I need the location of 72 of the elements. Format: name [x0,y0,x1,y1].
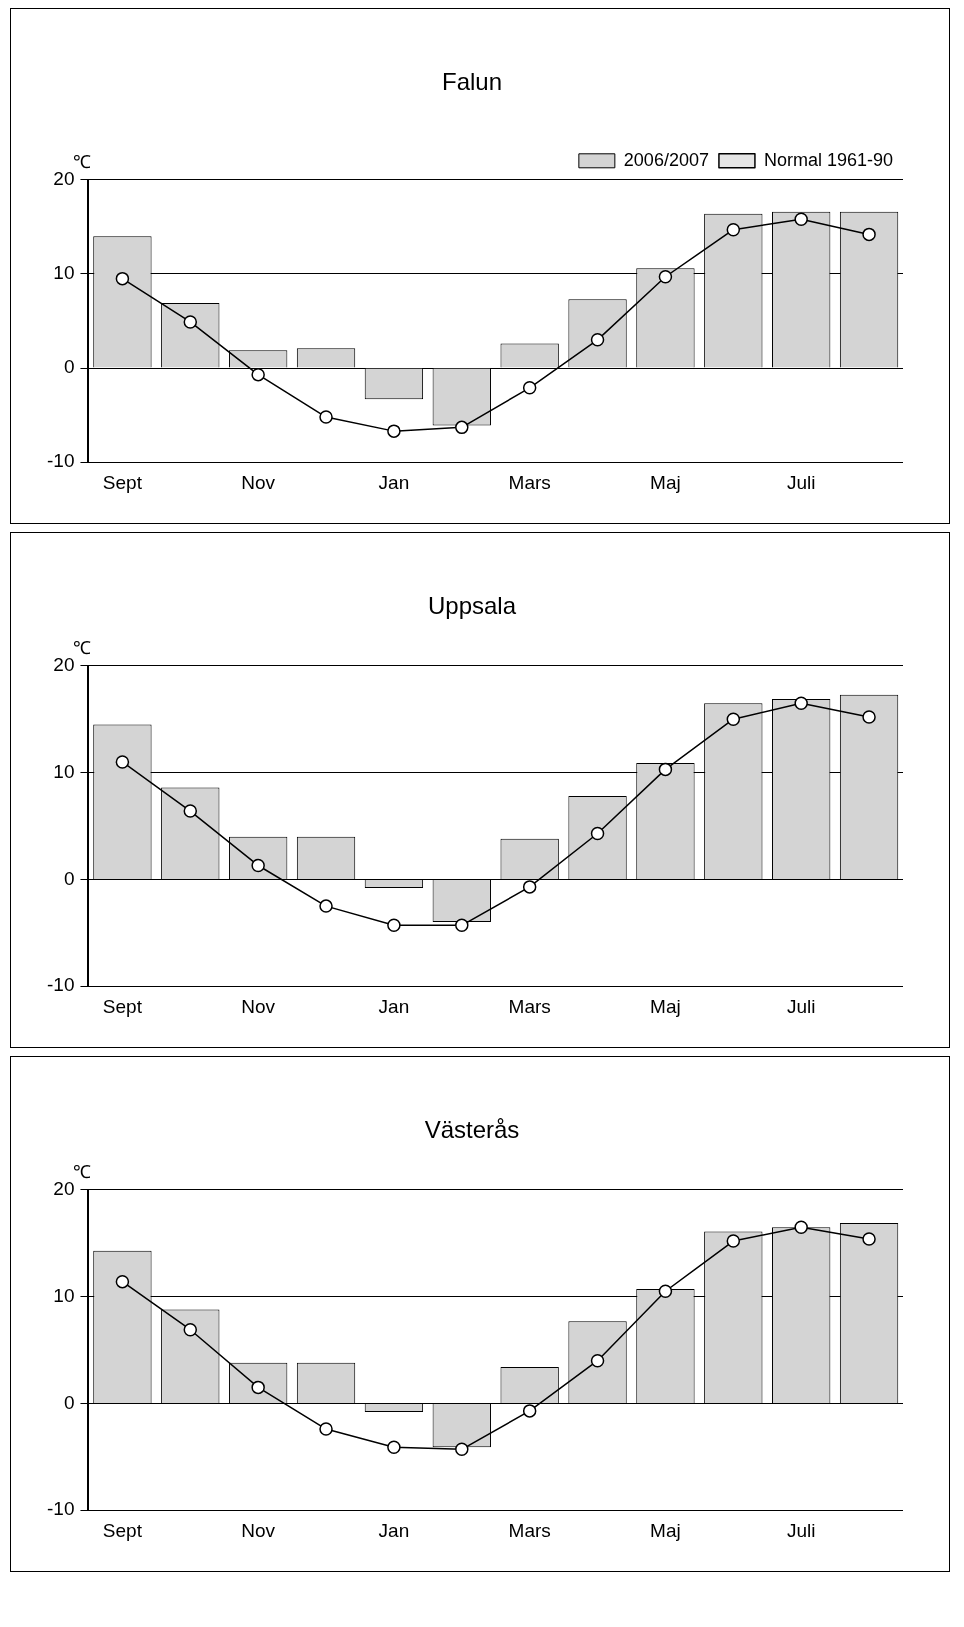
point [658,270,673,284]
x-tick-label: Juli [786,1519,816,1541]
x-tick-label: Mars [508,471,551,493]
point [726,222,741,237]
point [726,1234,741,1248]
x-tick-label: Jan [378,471,410,493]
y-axis-title: ℃ [73,151,92,172]
y-tick-label: 10 [53,262,75,284]
x-tick-label: Jan [378,1519,410,1541]
y-tick-label: 20 [53,654,75,676]
y-axis-title: ℃ [73,637,92,658]
point [522,381,537,395]
legend-label: Normal 1961-90 [763,149,894,170]
point [658,762,673,777]
point [319,410,333,424]
point [387,918,401,933]
point [115,755,130,769]
point [183,1322,198,1337]
point [319,899,333,913]
y-tick-label: -10 [46,974,75,996]
y-tick-label: -10 [46,1498,75,1520]
x-tick-label: Maj [650,995,681,1017]
point [387,1440,401,1454]
point [455,1442,469,1457]
y-tick-label: 10 [53,1284,75,1306]
x-tick-label: Maj [650,1519,681,1541]
point [115,271,130,286]
point [387,424,401,438]
point [726,712,741,726]
point [590,1353,605,1368]
x-tick-label: Juli [786,995,816,1017]
point [183,804,198,818]
y-tick-label: 10 [53,760,75,782]
legend-label: 2006/2007 [623,149,709,170]
point [590,333,605,347]
x-tick-label: Maj [650,471,681,493]
x-tick-label: Sept [102,995,143,1017]
x-tick-label: Sept [102,1519,143,1541]
point [658,1284,673,1299]
point [455,420,469,435]
x-tick-label: Nov [241,471,276,493]
x-tick-label: Nov [241,1519,276,1541]
point [590,826,605,841]
point [251,367,265,382]
x-tick-label: Mars [508,995,551,1017]
point [115,1274,130,1289]
x-tick-label: Mars [508,1519,551,1541]
point [862,227,876,242]
point [522,1404,537,1418]
y-axis-title: ℃ [73,1161,92,1182]
y-tick-label: 0 [63,867,75,889]
y-tick-label: 0 [63,356,75,378]
x-tick-label: Sept [102,471,143,493]
y-tick-label: 0 [63,1391,75,1413]
chart-title: Falun [441,68,503,96]
y-tick-label: 20 [53,1178,75,1200]
x-tick-label: Jan [378,995,410,1017]
point [794,1220,808,1234]
y-tick-label: 20 [53,168,75,190]
chart-title: Uppsala [427,592,517,620]
chart-title: Västerås [424,1116,520,1144]
point [319,1422,333,1436]
point [862,1232,876,1246]
point [183,315,198,329]
y-tick-label: -10 [46,450,75,472]
point [794,696,808,710]
point [522,880,537,894]
point [794,212,808,227]
x-tick-label: Juli [786,471,816,493]
x-tick-label: Nov [241,995,276,1017]
point [862,710,876,724]
point [455,918,469,933]
